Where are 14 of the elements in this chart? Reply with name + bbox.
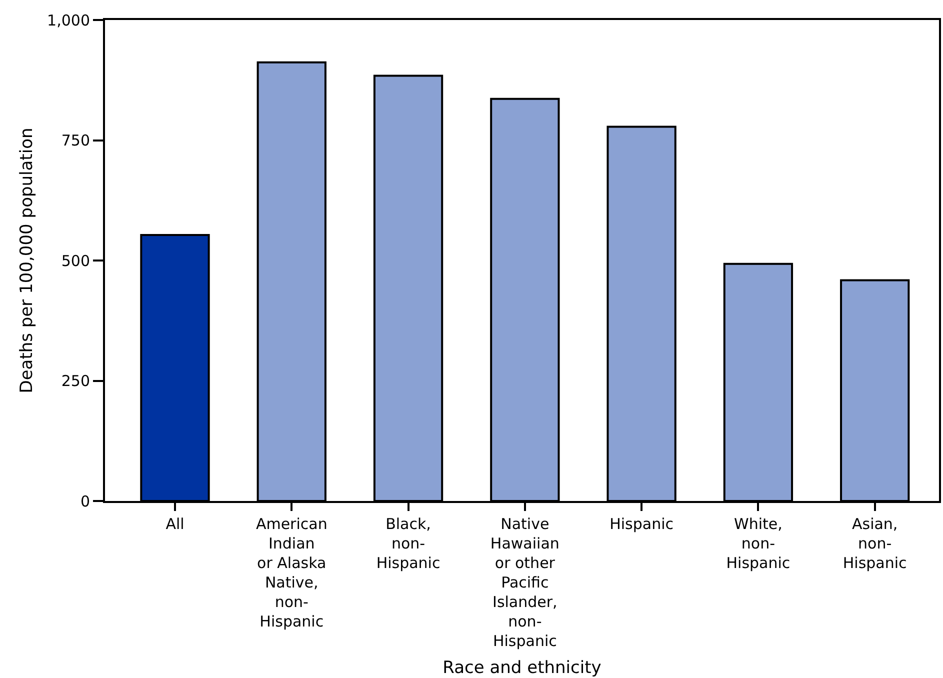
y-axis-title: Deaths per 100,000 population [17,128,38,394]
y-tick-label: 750 [61,132,90,150]
x-tick-label: American Indian or Alaska Native, non- Hispanic [256,515,328,630]
x-tick-label: Black, non- Hispanic [376,515,440,572]
x-tick-label: Hispanic [610,515,674,533]
x-tick-label: All [166,515,184,533]
x-tick-label: Asian, non- Hispanic [842,515,907,572]
y-tick-label: 0 [80,492,90,510]
y-tick-label: 1,000 [47,11,90,30]
y-tick-label: 500 [61,252,90,270]
x-tick-label: White, non- Hispanic [726,515,790,572]
x-tick-label: Native Hawaiian or other Pacific Islander, non- Hispanic [490,515,560,650]
x-axis-title: Race and ethnicity [442,658,602,678]
y-tick-label: 250 [61,372,90,390]
